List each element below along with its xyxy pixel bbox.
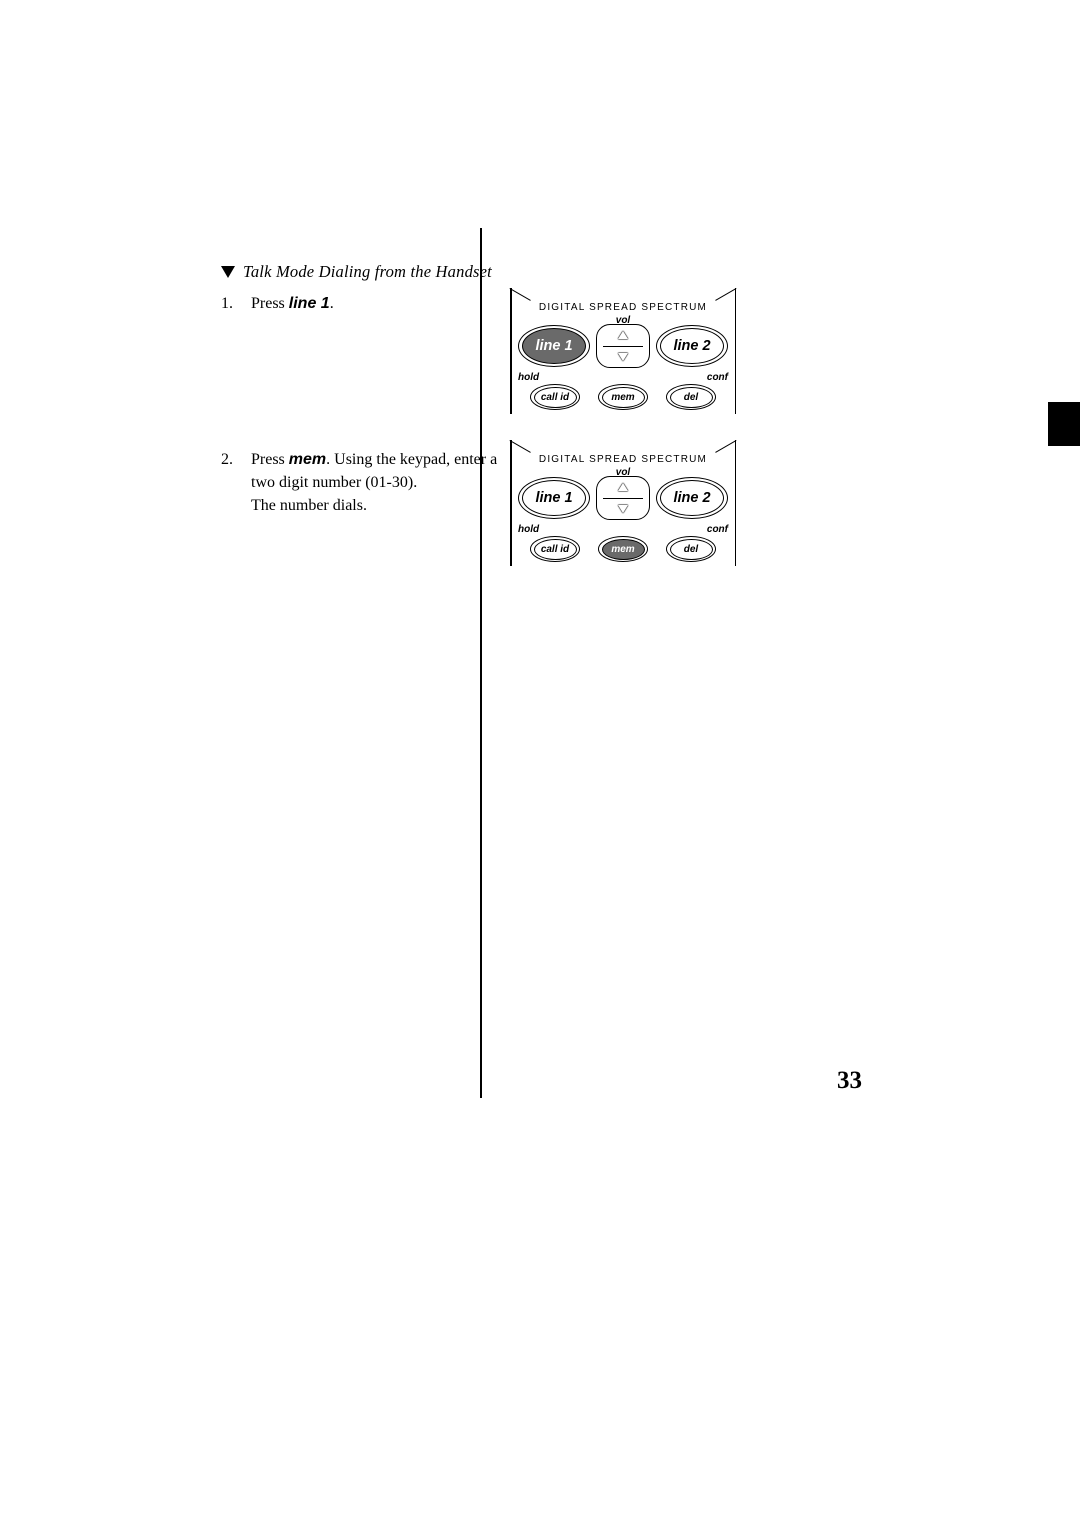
button-label: line 1	[522, 328, 586, 364]
mem-button: mem	[598, 384, 648, 410]
callid-button: call id	[530, 384, 580, 410]
text: Press	[251, 451, 289, 468]
button-label: del	[670, 387, 713, 408]
button-label: mem	[602, 539, 645, 560]
tab-marker	[1048, 402, 1080, 446]
keyword-mem: mem	[289, 451, 326, 468]
step-body: Press mem. Using the keypad, enter a two…	[251, 448, 497, 518]
button-label: mem	[602, 387, 645, 408]
conf-label: conf	[707, 524, 728, 535]
volume-pad	[596, 476, 650, 520]
button-label: line 2	[660, 328, 724, 364]
page-number: 33	[837, 1067, 862, 1095]
step-number: 2.	[221, 448, 239, 518]
mem-button: mem	[598, 536, 648, 562]
triangle-down-icon	[221, 266, 235, 278]
line1-button: line 1	[518, 477, 590, 519]
section-heading: Talk Mode Dialing from the Handset	[221, 262, 492, 282]
button-label: del	[670, 539, 713, 560]
keyword-line1: line 1	[289, 295, 330, 312]
arrow-down-icon	[618, 505, 628, 513]
text: two digit number (01-30).	[251, 474, 417, 491]
line1-button: line 1	[518, 325, 590, 367]
dss-label: DIGITAL SPREAD SPECTRUM	[510, 454, 736, 465]
text: Press	[251, 295, 289, 312]
line2-button: line 2	[656, 325, 728, 367]
volume-pad	[596, 324, 650, 368]
callid-button: call id	[530, 536, 580, 562]
hold-label: hold	[518, 372, 539, 383]
button-label: call id	[534, 387, 577, 408]
conf-label: conf	[707, 372, 728, 383]
page: Talk Mode Dialing from the Handset 1. Pr…	[0, 0, 1080, 1528]
hold-label: hold	[518, 524, 539, 535]
content-divider	[480, 228, 482, 1098]
del-button: del	[666, 536, 716, 562]
button-label: line 1	[522, 480, 586, 516]
step-body: Press line 1.	[251, 292, 334, 315]
button-label: call id	[534, 539, 577, 560]
text: The number dials.	[251, 497, 367, 514]
step-2: 2. Press mem. Using the keypad, enter a …	[221, 448, 541, 518]
handset-diagram-2: DIGITAL SPREAD SPECTRUM vol line 1 line …	[510, 440, 736, 566]
arrow-up-icon	[618, 483, 628, 491]
arrow-up-icon	[618, 331, 628, 339]
arrow-down-icon	[618, 353, 628, 361]
dss-label: DIGITAL SPREAD SPECTRUM	[510, 302, 736, 313]
text: .	[330, 295, 334, 312]
line2-button: line 2	[656, 477, 728, 519]
button-label: line 2	[660, 480, 724, 516]
del-button: del	[666, 384, 716, 410]
text: . Using the keypad, enter a	[326, 451, 497, 468]
step-number: 1.	[221, 292, 239, 315]
step-1: 1. Press line 1.	[221, 292, 541, 315]
handset-diagram-1: DIGITAL SPREAD SPECTRUM vol line 1 line …	[510, 288, 736, 414]
heading-text: Talk Mode Dialing from the Handset	[243, 262, 492, 282]
